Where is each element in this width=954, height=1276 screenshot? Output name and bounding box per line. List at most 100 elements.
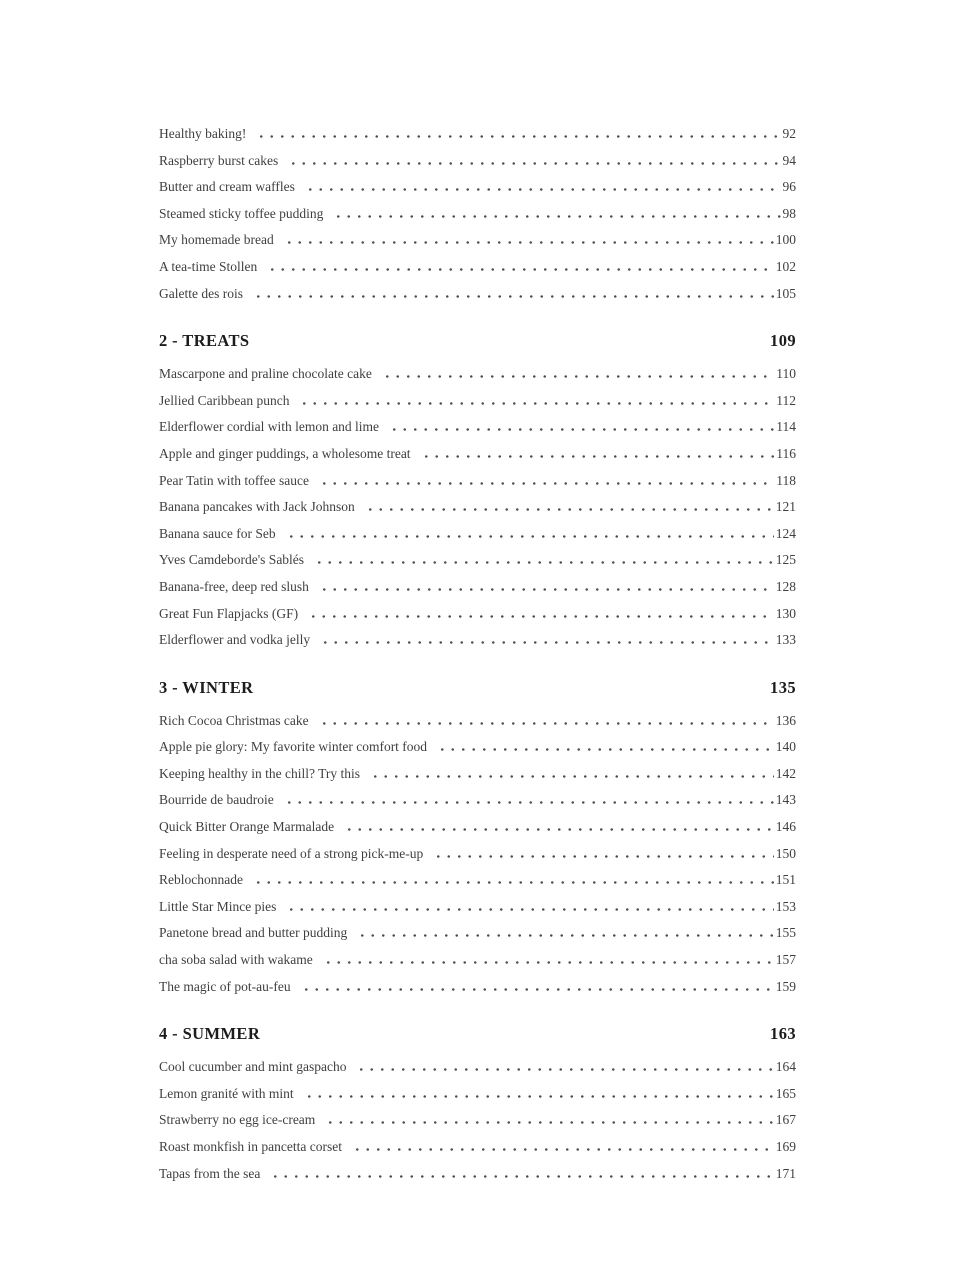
toc-entry[interactable]: cha soba salad with wakame 157 <box>159 947 796 974</box>
section-heading-page-number: 109 <box>770 331 796 351</box>
dot-leader <box>250 294 774 298</box>
toc-entry[interactable]: Quick Bitter Orange Marmalade 146 <box>159 814 796 841</box>
dot-leader <box>281 801 774 805</box>
toc-entry-title: Strawberry no egg ice-cream <box>159 1112 316 1128</box>
toc-entry[interactable]: Panetone bread and butter pudding 155 <box>159 920 796 947</box>
toc-entry[interactable]: Butter and cream waffles 96 <box>159 174 796 201</box>
toc-entry-page-number: 125 <box>775 552 796 568</box>
toc-entry[interactable]: Mascarpone and praline chocolate cake 110 <box>159 361 796 388</box>
toc-entry-title: Tapas from the sea <box>159 1165 261 1181</box>
toc-entry[interactable]: Pear Tatin with toffee sauce 118 <box>159 468 796 495</box>
dot-leader <box>297 401 775 405</box>
toc-entry-title: Lemon granité with mint <box>159 1085 294 1101</box>
dot-leader <box>349 1148 774 1151</box>
toc-entry[interactable]: Little Star Mince pies 153 <box>159 894 796 921</box>
dot-leader <box>286 161 781 165</box>
toc-entry-title: Yves Camdeborde's Sablés <box>159 552 305 568</box>
toc-entry[interactable]: Banana pancakes with Jack Johnson 121 <box>159 494 796 521</box>
toc-entry[interactable]: My homemade bread 100 <box>159 227 796 254</box>
section-heading: 4 - SUMMER 163 <box>159 1020 796 1047</box>
section-heading-page-number: 135 <box>770 677 796 697</box>
toc-entry[interactable]: Apple pie glory: My favorite winter comf… <box>159 734 796 761</box>
toc-entry[interactable]: Bourride de baudroie 143 <box>159 787 796 814</box>
toc-entry-page-number: 118 <box>776 472 796 488</box>
dot-leader <box>362 508 774 512</box>
toc-entry-title: Quick Bitter Orange Marmalade <box>159 819 335 835</box>
toc-entry[interactable]: Jellied Caribbean punch 112 <box>159 388 796 415</box>
dot-leader <box>367 774 774 778</box>
dot-leader <box>318 641 774 645</box>
toc-entry-page-number: 146 <box>775 819 796 835</box>
section-heading: 2 - TREATS 109 <box>159 327 796 354</box>
toc-entry[interactable]: Reblochonnade 151 <box>159 867 796 894</box>
toc-entry-title: Great Fun Flapjacks (GF) <box>159 605 299 621</box>
toc-entry-title: Pear Tatin with toffee sauce <box>159 472 310 488</box>
toc-entry-page-number: 92 <box>782 126 797 141</box>
toc-entry-page-number: 94 <box>782 152 797 168</box>
toc-entry-title: Healthy baking! <box>159 126 247 141</box>
toc-entry-page-number: 121 <box>775 499 796 515</box>
toc-entry-title: Rich Cocoa Christmas cake <box>159 712 309 728</box>
dot-leader <box>265 267 774 271</box>
dot-leader <box>283 534 774 538</box>
toc-entry[interactable]: Feeling in desperate need of a strong pi… <box>159 841 796 868</box>
toc-entry[interactable]: Yves Camdeborde's Sablés 125 <box>159 547 796 574</box>
toc-entry-title: Little Star Mince pies <box>159 898 277 914</box>
toc-entry-page-number: 151 <box>775 872 796 888</box>
toc-entry-page-number: 157 <box>775 952 796 968</box>
toc-entry[interactable]: Elderflower cordial with lemon and lime 1… <box>159 414 796 441</box>
toc-entry[interactable]: A tea-time Stollen 102 <box>159 254 796 281</box>
toc-entry-title: Apple pie glory: My favorite winter comf… <box>159 739 428 755</box>
toc-entry[interactable]: Galette des rois 105 <box>159 281 796 308</box>
toc-entry-title: Galette des rois <box>159 285 243 301</box>
toc-entry[interactable]: Strawberry no egg ice-cream 167 <box>159 1107 796 1134</box>
toc-entry-page-number: 150 <box>775 845 796 861</box>
section-heading: 3 - WINTER 135 <box>159 674 796 701</box>
toc-entry-page-number: 164 <box>775 1059 796 1075</box>
toc-entry-page-number: 153 <box>775 898 796 914</box>
dot-leader <box>268 1174 774 1178</box>
toc-entry[interactable]: Rich Cocoa Christmas cake 136 <box>159 708 796 735</box>
toc-entry-title: Bourride de baudroie <box>159 792 274 808</box>
dot-leader <box>431 854 774 858</box>
toc-entry[interactable]: Cool cucumber and mint gaspacho 164 <box>159 1054 796 1081</box>
dot-leader <box>379 375 775 379</box>
toc-entry[interactable]: Healthy baking! 92 <box>159 121 796 148</box>
toc-entry[interactable]: Banana-free, deep red slush 128 <box>159 574 796 601</box>
toc-entry-title: My homemade bread <box>159 232 274 248</box>
toc-entry[interactable]: Raspberry burst cakes 94 <box>159 148 796 175</box>
toc-entry[interactable]: Banana sauce for Seb 124 <box>159 521 796 548</box>
toc-entry-page-number: 171 <box>775 1165 796 1181</box>
toc-entry-page-number: 112 <box>776 392 796 408</box>
toc-entry[interactable]: Elderflower and vodka jelly 133 <box>159 627 796 654</box>
toc-entry-title: Keeping healthy in the chill? Try this <box>159 765 360 781</box>
toc-entry[interactable]: Great Fun Flapjacks (GF) 130 <box>159 601 796 628</box>
dot-leader <box>418 454 775 458</box>
toc-entry-title: Cool cucumber and mint gaspacho <box>159 1059 347 1075</box>
toc-entry-title: Banana pancakes with Jack Johnson <box>159 499 355 515</box>
toc-entry[interactable]: Roast monkfish in pancetta corset 169 <box>159 1134 796 1161</box>
toc-entry[interactable]: Tapas from the sea 171 <box>159 1161 796 1188</box>
toc-entry-page-number: 130 <box>775 605 796 621</box>
section-heading-page-number: 163 <box>770 1024 796 1044</box>
toc-entry-title: The magic of pot-au-feu <box>159 978 291 994</box>
toc-entry-title: Butter and cream waffles <box>159 179 295 195</box>
toc-entry-title: Raspberry burst cakes <box>159 152 279 168</box>
section-heading-title: 3 - WINTER <box>159 677 254 697</box>
toc-entry[interactable]: Steamed sticky toffee pudding 98 <box>159 201 796 228</box>
toc-entry-page-number: 165 <box>775 1085 796 1101</box>
toc-entry-title: Reblochonnade <box>159 872 243 888</box>
dot-leader <box>354 1068 774 1072</box>
toc-entry-page-number: 114 <box>776 419 796 435</box>
toc-entry[interactable]: Apple and ginger puddings, a wholesome t… <box>159 441 796 468</box>
dot-leader <box>320 961 774 965</box>
toc-entry[interactable]: The magic of pot-au-feu 159 <box>159 974 796 1001</box>
toc-entry[interactable]: Keeping healthy in the chill? Try this 14… <box>159 761 796 788</box>
dot-leader <box>250 881 774 885</box>
dot-leader <box>387 428 775 432</box>
toc-entry-title: A tea-time Stollen <box>159 258 258 274</box>
toc-entry[interactable]: Lemon granité with mint 165 <box>159 1081 796 1108</box>
dot-leader <box>355 934 774 938</box>
dot-leader <box>317 481 775 485</box>
